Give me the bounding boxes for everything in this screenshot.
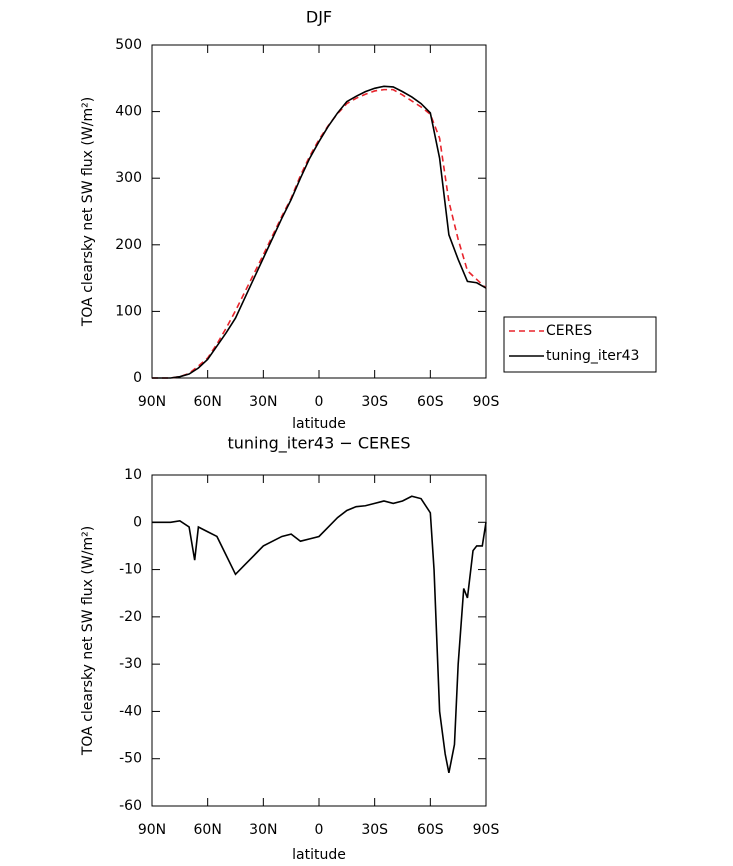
x-tick-label: 0 [315,822,324,838]
plot-frame [151,474,487,807]
y-tick-label: -60 [119,798,142,814]
y-tick-label: -30 [119,656,142,672]
x-tick-label: 90N [138,822,166,838]
y-tick-label: 100 [115,303,142,319]
x-tick-label: 30N [249,394,277,410]
chart-title: DJF [306,8,332,27]
x-tick-label: 90S [473,394,500,410]
y-tick-label: 0 [133,514,142,530]
y-tick-label: 300 [115,170,142,186]
y-tick-label: 10 [124,467,142,483]
x-tick-label: 30S [361,822,388,838]
y-tick-label: -20 [119,609,142,625]
y-tick-label: 0 [133,370,142,386]
x-tick-label: 0 [315,394,324,410]
legend-box [503,316,657,373]
y-tick-label: -50 [119,751,142,767]
y-tick-label: 400 [115,104,142,120]
y-tick-label: -10 [119,562,142,578]
data-line [152,85,487,379]
chart-title: tuning_iter43 − CERES [227,434,410,454]
legend-label: tuning_iter43 [546,348,639,364]
y-axis-label: TOA clearsky net SW flux (W/m²) [80,97,96,327]
x-tick-label: 30N [249,822,277,838]
x-tick-label: 90N [138,394,166,410]
x-tick-label: 60S [417,822,444,838]
x-axis-label: latitude [292,847,346,863]
x-tick-label: 60S [417,394,444,410]
data-line [152,495,487,774]
x-tick-label: 90S [473,822,500,838]
x-tick-label: 30S [361,394,388,410]
y-tick-label: -40 [119,703,142,719]
y-tick-label: 200 [115,237,142,253]
legend-label: CERES [546,323,592,339]
x-tick-label: 60N [194,394,222,410]
y-axis-label: TOA clearsky net SW flux (W/m²) [80,526,96,756]
plot-frame [151,44,487,379]
x-tick-label: 60N [194,822,222,838]
data-line [152,88,487,379]
y-tick-label: 500 [115,37,142,53]
x-axis-label: latitude [292,416,346,432]
